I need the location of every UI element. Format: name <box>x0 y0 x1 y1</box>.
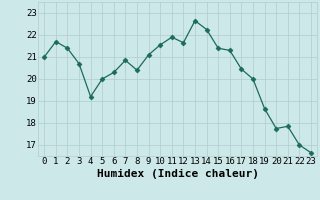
X-axis label: Humidex (Indice chaleur): Humidex (Indice chaleur) <box>97 169 259 179</box>
